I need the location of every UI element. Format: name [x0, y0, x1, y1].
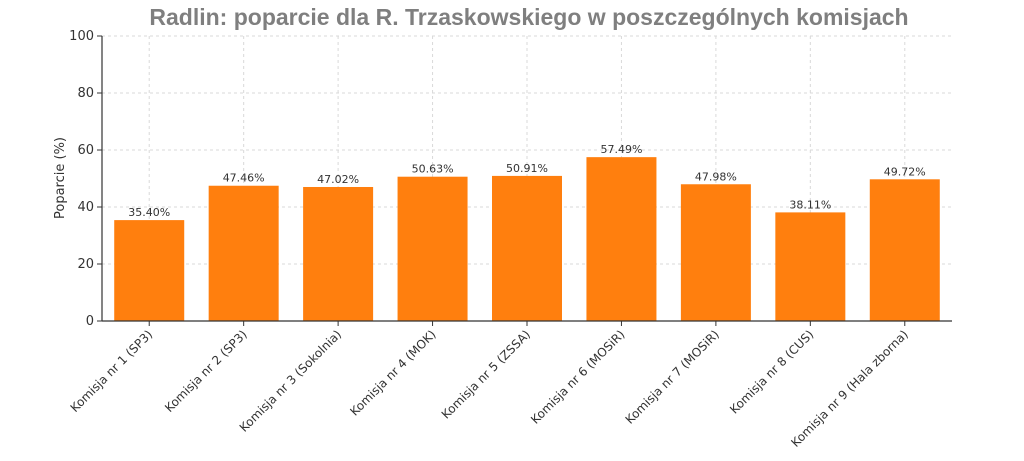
- chart-title: Radlin: poparcie dla R. Trzaskowskiego w…: [149, 4, 909, 30]
- bar-9: [869, 179, 940, 321]
- x-tick-label-3: Komisja nr 3 (Sokolnia): [237, 327, 344, 434]
- y-tick-label: 80: [77, 86, 94, 101]
- data-label-3: 47.02%: [317, 173, 359, 186]
- x-tick-label-7: Komisja nr 7 (MOSiR): [623, 327, 722, 426]
- y-axis-title: Poparcie (%): [53, 137, 68, 219]
- data-label-7: 47.98%: [695, 170, 737, 183]
- x-tick-label-8: Komisja nr 8 (CUS): [727, 327, 816, 416]
- bars-layer: [114, 157, 940, 321]
- data-label-5: 50.91%: [506, 162, 548, 175]
- axes-layer: [97, 35, 952, 326]
- y-tick-label: 60: [77, 143, 94, 158]
- bar-4: [397, 176, 468, 321]
- data-label-1: 35.40%: [128, 206, 170, 219]
- y-tick-label: 0: [86, 314, 94, 329]
- y-tick-label: 100: [69, 29, 94, 44]
- x-tick-label-6: Komisja nr 6 (MOSiR): [528, 327, 627, 426]
- x-tick-label-5: Komisja nr 5 (ZSSA): [439, 327, 533, 421]
- bar-7: [680, 184, 751, 321]
- y-tick-label: 40: [77, 200, 94, 215]
- bar-1: [114, 220, 185, 321]
- y-tick-label: 20: [77, 257, 94, 272]
- bar-5: [492, 175, 562, 321]
- x-tick-label-2: Komisja nr 2 (SP3): [162, 327, 250, 415]
- x-tick-label-4: Komisja nr 4 (MOK): [347, 327, 438, 418]
- data-label-6: 57.49%: [600, 143, 642, 156]
- data-label-8: 38.11%: [789, 198, 831, 211]
- bar-6: [586, 157, 657, 321]
- bar-8: [775, 212, 846, 321]
- bar-2: [208, 185, 279, 321]
- data-label-9: 49.72%: [884, 165, 926, 178]
- bar-3: [303, 186, 374, 321]
- data-label-2: 47.46%: [223, 172, 265, 185]
- data-label-4: 50.63%: [412, 163, 454, 176]
- x-tick-label-1: Komisja nr 1 (SP3): [68, 327, 156, 415]
